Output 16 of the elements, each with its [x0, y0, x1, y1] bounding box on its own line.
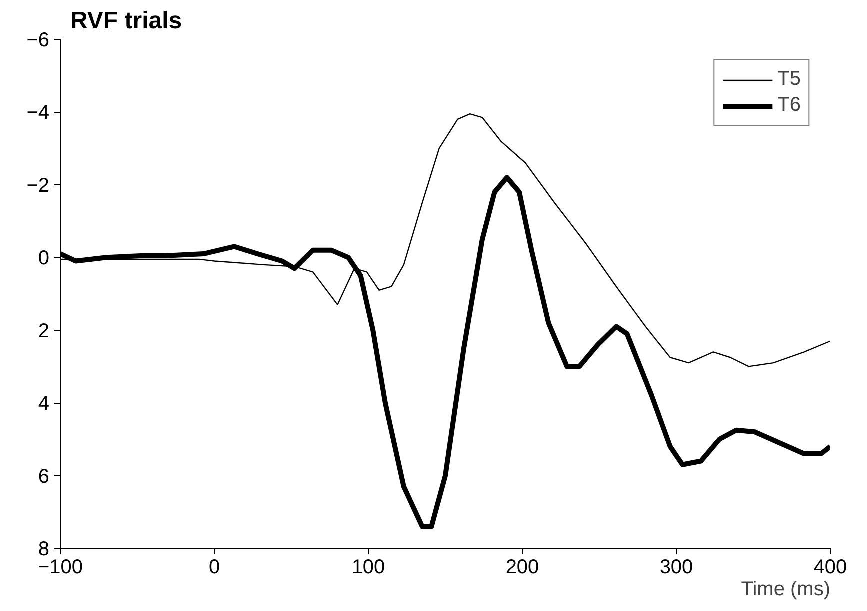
- y-tick-label: 6: [38, 466, 50, 488]
- y-tick-label: −6: [26, 30, 50, 52]
- y-tick-label: −2: [26, 174, 50, 197]
- x-tick-label: 300: [660, 556, 694, 578]
- y-tick-label: 0: [38, 248, 50, 270]
- legend-label: T5: [778, 68, 801, 91]
- x-tick-label: 100: [352, 556, 386, 578]
- legend-label: T6: [778, 94, 801, 117]
- chart-title: RVF trials: [70, 8, 182, 34]
- x-tick-label: 400: [814, 556, 848, 578]
- x-axis-title: Time (ms): [741, 578, 831, 600]
- y-tick-label: 2: [38, 320, 50, 342]
- y-tick-label: 4: [38, 393, 50, 416]
- y-tick-label: −4: [26, 102, 50, 124]
- x-tick-label: 0: [208, 556, 220, 578]
- x-tick-label: 200: [506, 556, 540, 578]
